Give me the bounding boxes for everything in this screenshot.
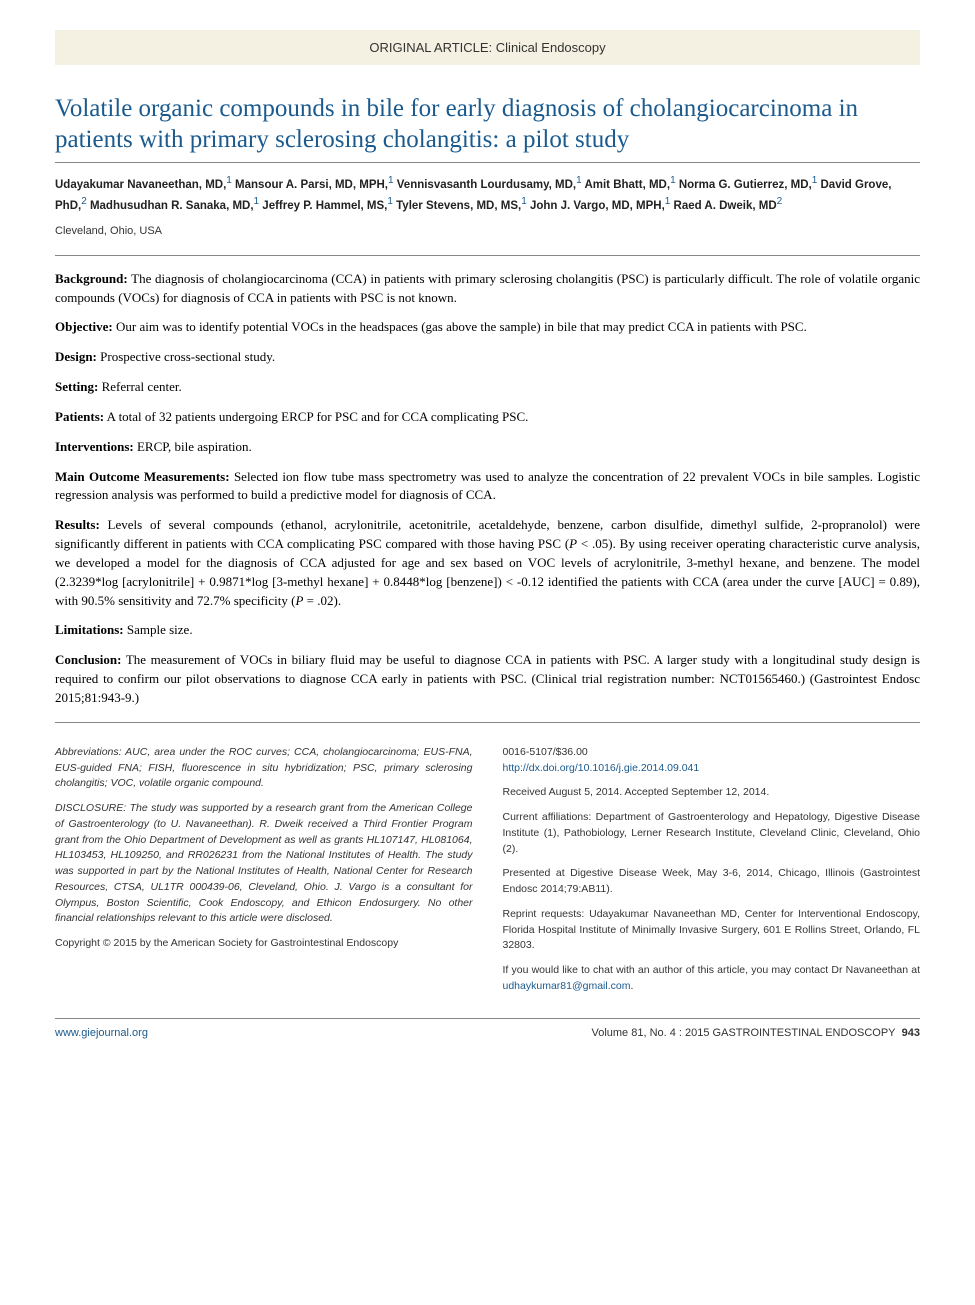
doi-link[interactable]: http://dx.doi.org/10.1016/j.gie.2014.09.… <box>503 762 700 774</box>
issue-info: Volume 81, No. 4 : 2015 GASTROINTESTINAL… <box>591 1027 920 1039</box>
copyright: Copyright © 2015 by the American Society… <box>55 936 473 952</box>
author-location: Cleveland, Ohio, USA <box>55 225 920 237</box>
abstract-interventions: Interventions: ERCP, bile aspiration. <box>55 438 920 457</box>
affiliations-note: Current affiliations: Department of Gast… <box>503 810 921 857</box>
presented-note: Presented at Digestive Disease Week, May… <box>503 866 921 898</box>
author-email-link[interactable]: udhaykumar81@gmail.com <box>503 980 631 992</box>
article-type-banner: ORIGINAL ARTICLE: Clinical Endoscopy <box>55 30 920 65</box>
abstract-box: Background: The diagnosis of cholangioca… <box>55 255 920 723</box>
article-type-text: ORIGINAL ARTICLE: Clinical Endoscopy <box>369 40 605 55</box>
abstract-limitations: Limitations: Sample size. <box>55 621 920 640</box>
title-rule <box>55 162 920 163</box>
author-list: Udayakumar Navaneethan, MD,1 Mansour A. … <box>55 173 920 215</box>
reprint-requests: Reprint requests: Udayakumar Navaneethan… <box>503 907 921 954</box>
journal-url[interactable]: www.giejournal.org <box>55 1027 148 1039</box>
abstract-outcomes: Main Outcome Measurements: Selected ion … <box>55 468 920 506</box>
abstract-conclusion: Conclusion: The measurement of VOCs in b… <box>55 651 920 708</box>
abstract-results: Results: Levels of several compounds (et… <box>55 516 920 610</box>
abstract-objective: Objective: Our aim was to identify poten… <box>55 318 920 337</box>
abstract-design: Design: Prospective cross-sectional stud… <box>55 348 920 367</box>
issn-price: 0016-5107/$36.00 http://dx.doi.org/10.10… <box>503 745 921 777</box>
page-footer: www.giejournal.org Volume 81, No. 4 : 20… <box>55 1027 920 1039</box>
abbreviations: Abbreviations: AUC, area under the ROC c… <box>55 745 473 792</box>
footer-columns: Abbreviations: AUC, area under the ROC c… <box>55 745 920 1019</box>
footer-left-column: Abbreviations: AUC, area under the ROC c… <box>55 745 473 1004</box>
abstract-background: Background: The diagnosis of cholangioca… <box>55 270 920 308</box>
footer-right-column: 0016-5107/$36.00 http://dx.doi.org/10.10… <box>503 745 921 1004</box>
abstract-setting: Setting: Referral center. <box>55 378 920 397</box>
submission-dates: Received August 5, 2014. Accepted Septem… <box>503 785 921 801</box>
contact-author: If you would like to chat with an author… <box>503 963 921 995</box>
abstract-patients: Patients: A total of 32 patients undergo… <box>55 408 920 427</box>
article-title: Volatile organic compounds in bile for e… <box>55 93 920 156</box>
disclosure: DISCLOSURE: The study was supported by a… <box>55 801 473 927</box>
